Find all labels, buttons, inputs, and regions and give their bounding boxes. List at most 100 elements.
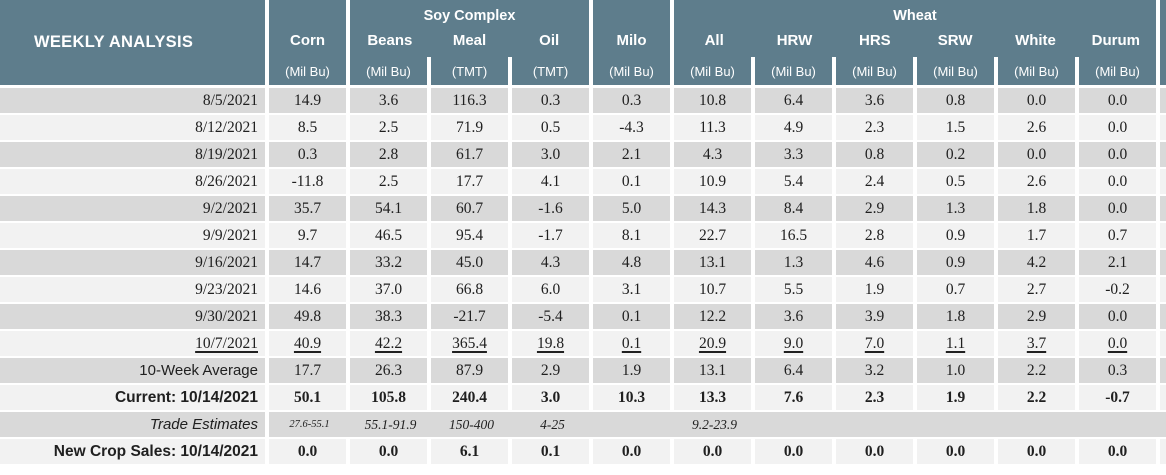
value-cell: 2.4 — [836, 169, 913, 194]
column-unit-srw: (Mil Bu) — [917, 57, 994, 85]
column-unit-white: (Mil Bu) — [998, 57, 1075, 85]
value-cell: 10.7 — [674, 277, 751, 302]
value-cell: 8.5 — [269, 115, 346, 140]
column-name-corn: Corn — [290, 32, 325, 49]
column-group-wheat: Wheat All HRW HRS SRW White Durum (Mil B… — [674, 0, 1156, 85]
column-unit-all: (Mil Bu) — [674, 57, 751, 85]
value-cell: 0.0 — [917, 439, 994, 464]
value-cell: 87.9 — [431, 358, 508, 383]
row-label: 10/7/2021 — [0, 331, 265, 356]
value-cell: 37.0 — [350, 277, 427, 302]
value-cell: 3.2 — [836, 358, 913, 383]
soy-group-top: Soy Complex Beans Meal Oil — [350, 0, 589, 57]
value-cell: 95.4 — [431, 223, 508, 248]
column-name-durum: Durum — [1091, 32, 1140, 49]
value-cell: 14.6 — [269, 277, 346, 302]
column-name-all: All — [704, 32, 724, 49]
value-cell: -0.2 — [1079, 277, 1156, 302]
value-cell: 16.5 — [755, 223, 832, 248]
value-cell: -5.4 — [512, 304, 589, 329]
value-cell: 0.0 — [1079, 439, 1156, 464]
table-row: 8/5/2021 14.9 3.6 116.3 0.3 0.3 10.8 6.4 3.6 0.8 0… — [0, 88, 1166, 113]
value-cell: 60.7 — [431, 196, 508, 221]
value-cell: 54.1 — [350, 196, 427, 221]
value-cell: 2.7 — [998, 277, 1075, 302]
value-cell: 0.0 — [1079, 142, 1156, 167]
value-cell: 7.0 — [836, 331, 913, 356]
value-cell: 0.0 — [836, 439, 913, 464]
row-label: 9/16/2021 — [0, 250, 265, 275]
row-label: 8/5/2021 — [0, 88, 265, 113]
value-cell: 1.3 — [917, 196, 994, 221]
value-cell: 0.7 — [917, 277, 994, 302]
soy-column-names: Beans Meal Oil — [350, 24, 589, 57]
value-cell: 42.2 — [350, 331, 427, 356]
value-cell: 0.0 — [350, 439, 427, 464]
value-cell: 4.2 — [998, 250, 1075, 275]
column-unit-hrw: (Mil Bu) — [755, 57, 832, 85]
column-name-meal: Meal — [452, 32, 487, 49]
value-cell: 13.3 — [674, 385, 751, 410]
value-cell: 105.8 — [350, 385, 427, 410]
value-cell: 4.8 — [593, 250, 670, 275]
column-header-milo: Milo (Mil Bu) — [593, 0, 670, 85]
value-cell: 7.6 — [755, 385, 832, 410]
value-cell: 61.7 — [431, 142, 508, 167]
value-cell: 4.1 — [512, 169, 589, 194]
value-cell: 0.0 — [1079, 115, 1156, 140]
value-cell: 2.9 — [998, 304, 1075, 329]
value-cell: 40.9 — [269, 331, 346, 356]
value-cell: 3.6 — [755, 304, 832, 329]
row-edge-sliver — [1160, 223, 1166, 248]
row-edge-sliver — [1160, 196, 1166, 221]
column-unit-oil: (TMT) — [512, 57, 589, 85]
value-cell: 0.8 — [836, 142, 913, 167]
value-cell: 0.1 — [593, 304, 670, 329]
value-cell: 2.8 — [836, 223, 913, 248]
group-title-wheat: Wheat — [893, 8, 937, 24]
value-cell: 0.8 — [917, 88, 994, 113]
column-header-corn: Corn (Mil Bu) — [269, 0, 346, 85]
value-cell: 8.4 — [755, 196, 832, 221]
value-cell: 116.3 — [431, 88, 508, 113]
column-unit-durum: (Mil Bu) — [1079, 57, 1156, 85]
value-cell: 2.2 — [998, 358, 1075, 383]
value-cell: 0.0 — [1079, 169, 1156, 194]
row-edge-sliver — [1160, 358, 1166, 383]
value-cell: 26.3 — [350, 358, 427, 383]
value-cell: 1.9 — [836, 277, 913, 302]
value-cell: 0.5 — [512, 115, 589, 140]
row-label: 8/19/2021 — [0, 142, 265, 167]
row-label: Trade Estimates — [0, 412, 265, 437]
header-spacer — [593, 0, 670, 24]
value-cell: 2.6 — [998, 169, 1075, 194]
value-cell: 4.3 — [512, 250, 589, 275]
value-cell: 3.7 — [998, 331, 1075, 356]
value-cell: 0.0 — [674, 439, 751, 464]
row-edge-sliver — [1160, 304, 1166, 329]
value-cell: 17.7 — [431, 169, 508, 194]
value-cell: 38.3 — [350, 304, 427, 329]
value-cell: 1.8 — [998, 196, 1075, 221]
table-body: 8/5/2021 14.9 3.6 116.3 0.3 0.3 10.8 6.4 3.6 0.8 0… — [0, 88, 1166, 464]
value-cell: 2.2 — [998, 385, 1075, 410]
value-cell: 0.0 — [998, 88, 1075, 113]
value-cell: -1.7 — [512, 223, 589, 248]
table-row: 10-Week Average 17.7 26.3 87.9 2.9 1.9 13.1 6.4… — [0, 358, 1166, 383]
value-cell: 6.0 — [512, 277, 589, 302]
value-cell: 19.8 — [512, 331, 589, 356]
column-name-white: White — [1015, 32, 1056, 49]
value-cell: 20.9 — [674, 331, 751, 356]
column-name-srw: SRW — [937, 32, 973, 49]
value-cell: 11.3 — [674, 115, 751, 140]
value-cell: 46.5 — [350, 223, 427, 248]
value-cell: 5.5 — [755, 277, 832, 302]
table-row: Current: 10/14/2021 50.1 105.8 240.4 3.0 10.3… — [0, 385, 1166, 410]
estimate-value: 150-400 — [449, 416, 494, 432]
value-cell: -4.3 — [593, 115, 670, 140]
value-cell: -0.7 — [1079, 385, 1156, 410]
value-cell: 17.7 — [269, 358, 346, 383]
value-cell: 0.0 — [1079, 331, 1156, 356]
value-cell: 22.7 — [674, 223, 751, 248]
value-cell: 2.9 — [512, 358, 589, 383]
